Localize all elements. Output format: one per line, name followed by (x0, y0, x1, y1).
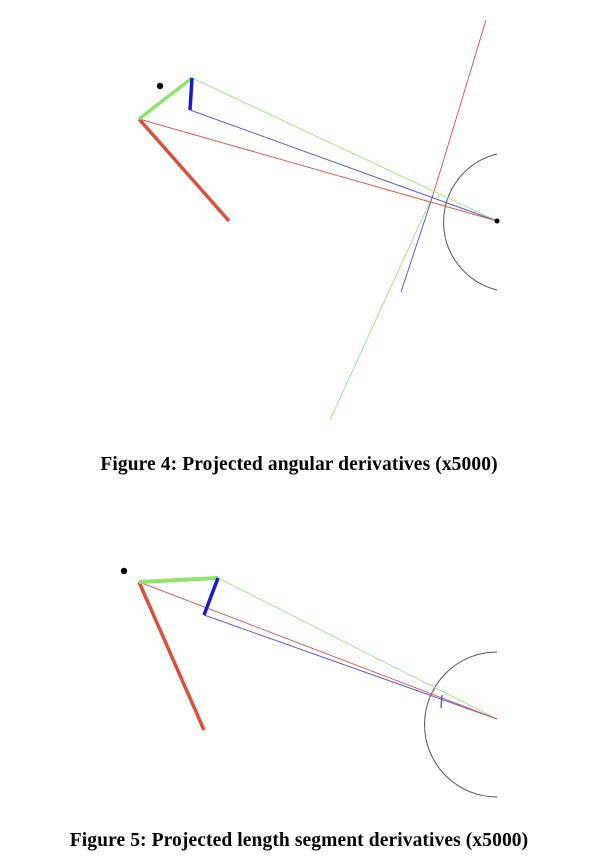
figure-4-plot (137, 19, 500, 421)
blue-segment (202, 577, 220, 616)
blue-ray-short (400, 194, 434, 293)
red-line-to-eye (138, 581, 498, 720)
blue-line-to-eye (189, 109, 498, 222)
eye-point (494, 218, 500, 224)
blue-segment (188, 77, 194, 111)
figure-5-plot (120, 567, 498, 798)
figure-5 (0, 540, 598, 815)
green-line-to-eye (217, 577, 498, 720)
blue-line-to-eye (203, 614, 498, 720)
projection-arc (443, 153, 498, 291)
red-segment (137, 581, 206, 731)
red-line-to-eye (138, 118, 498, 222)
red-segment (137, 117, 231, 223)
target-dot (120, 567, 128, 575)
green-segment (137, 76, 194, 121)
figure-5-caption: Figure 5: Projected length segment deriv… (69, 830, 529, 851)
figure-4-caption: Figure 4: Projected angular derivatives … (100, 454, 498, 475)
figure-4 (137, 19, 500, 421)
projection-arc (424, 651, 498, 798)
target-dot (156, 82, 164, 90)
blue-arc-tick (440, 694, 443, 709)
green-ray-long (329, 194, 434, 421)
green-line-to-eye (191, 77, 498, 222)
green-segment (138, 576, 219, 584)
red-ray-long (432, 19, 487, 196)
